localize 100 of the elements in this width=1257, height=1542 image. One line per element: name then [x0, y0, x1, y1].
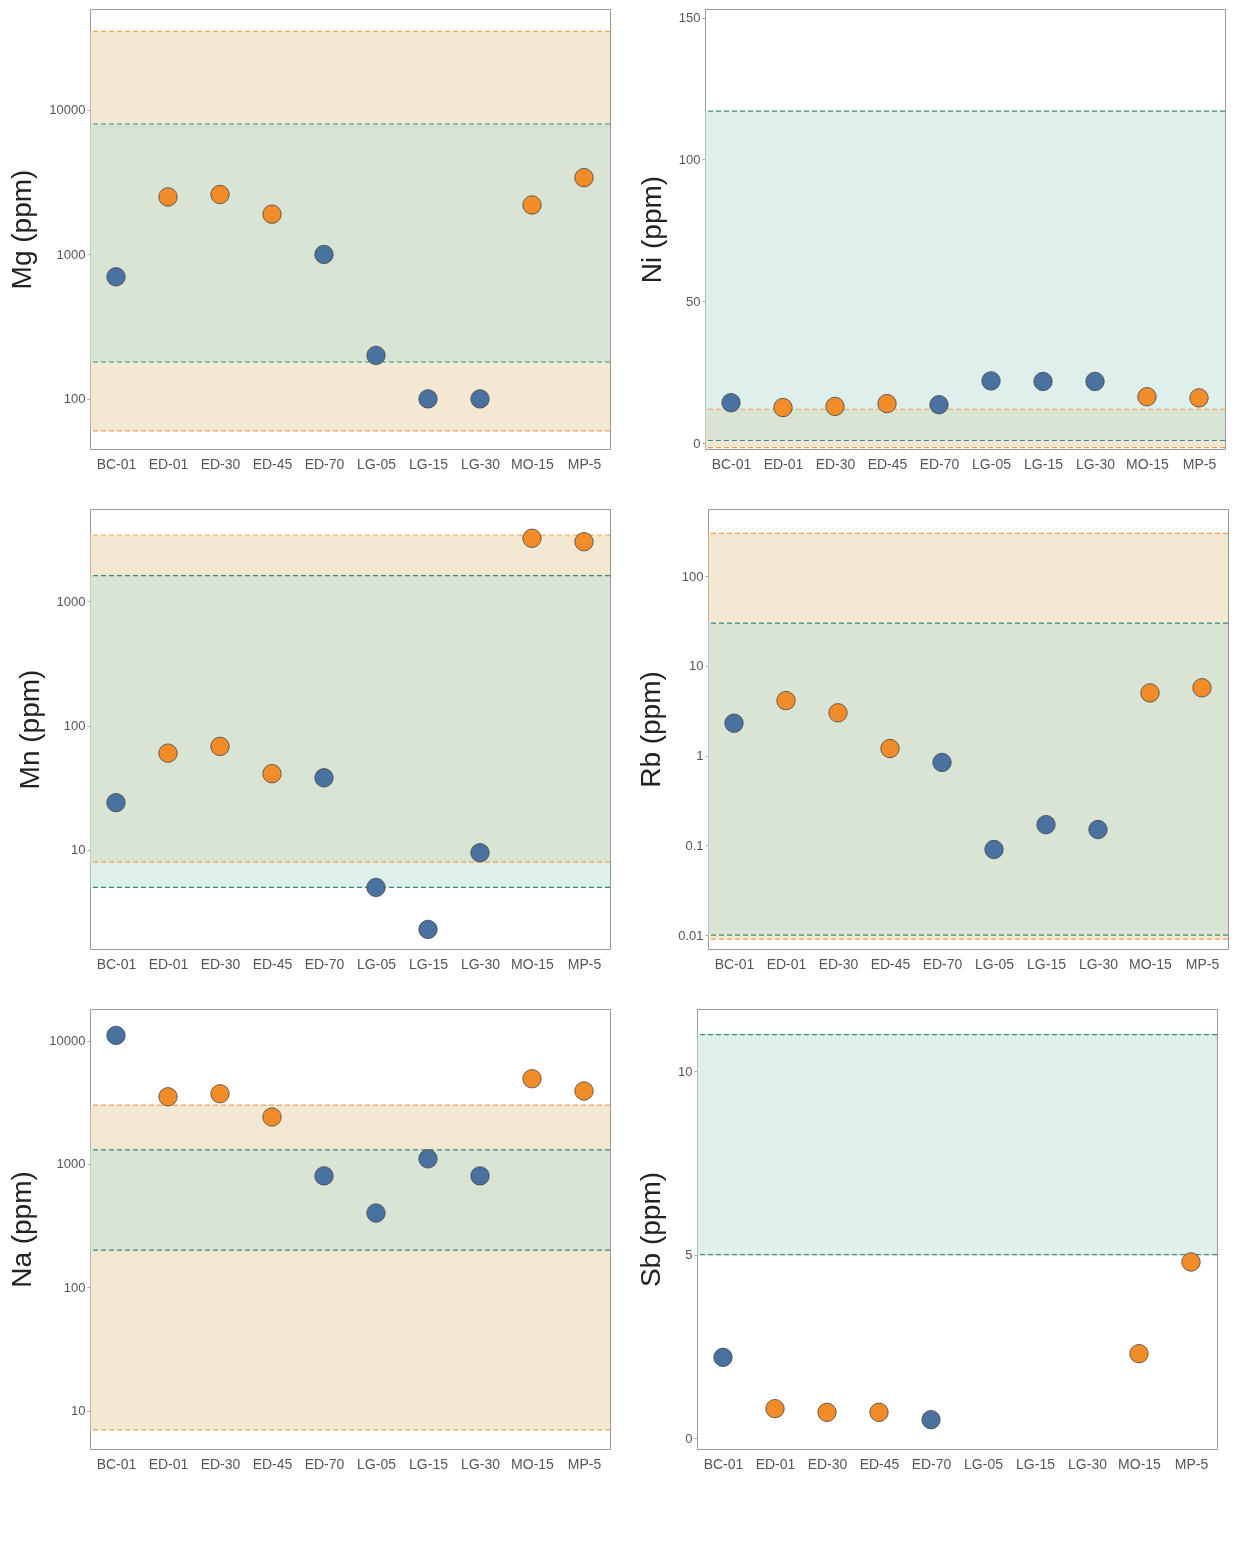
x-tick-label: MP-5 — [567, 1455, 602, 1472]
point — [574, 168, 594, 188]
x-tick-label: ED-45 — [867, 455, 908, 472]
point — [262, 204, 282, 224]
x-tick-label: MP-5 — [1185, 955, 1220, 972]
point — [921, 1410, 941, 1430]
y-axis-title: Na (ppm) — [6, 1171, 38, 1288]
x-tick-label: ED-70 — [919, 455, 960, 472]
x-tick-label: LG-15 — [1024, 455, 1064, 472]
point — [724, 713, 744, 733]
x-tick-label: ED-01 — [763, 455, 804, 472]
x-tick-label: ED-45 — [859, 1455, 900, 1472]
x-tick-label: MO-15 — [1126, 455, 1170, 472]
y-tick-label: 10 — [71, 842, 86, 858]
point — [1085, 371, 1105, 392]
x-tick-label: ED-70 — [304, 1455, 345, 1472]
point — [1189, 388, 1209, 408]
x-tick-label: ED-70 — [922, 955, 963, 972]
x-tick-label: ED-01 — [148, 955, 189, 972]
y-tick-label: 5 — [685, 1247, 693, 1263]
y-tick-label: 50 — [686, 293, 701, 309]
x-tick-label: ED-70 — [304, 455, 345, 472]
point — [522, 1069, 542, 1089]
x-tick-label: MO-15 — [1118, 1455, 1162, 1472]
y-tick-label: 100 — [63, 391, 86, 407]
x-tick-label: MP-5 — [567, 455, 602, 472]
point — [932, 752, 952, 773]
point — [574, 532, 594, 552]
point — [470, 1166, 490, 1186]
y-tick-label: 10 — [689, 658, 704, 674]
x-tick-label: LG-15 — [409, 455, 449, 472]
point — [314, 1166, 334, 1186]
point — [418, 1149, 438, 1169]
x-tick-label: LG-05 — [964, 1455, 1004, 1472]
y-axis-title: Ni (ppm) — [635, 175, 667, 284]
point — [1192, 678, 1212, 698]
x-tick-label: LG-05 — [357, 1455, 397, 1472]
x-tick-label: MP-5 — [1182, 455, 1217, 472]
x-tick-label: BC-01 — [711, 455, 752, 472]
point — [314, 768, 334, 788]
y-tick-label: 1000 — [56, 246, 86, 262]
point — [574, 1081, 594, 1101]
y-tick-label: 1000 — [56, 1156, 86, 1172]
x-tick-label: ED-45 — [252, 455, 293, 472]
x-tick-label: MP-5 — [1174, 1455, 1209, 1472]
x-tick-label: LG-15 — [409, 1455, 449, 1472]
point — [470, 389, 490, 409]
point — [158, 743, 178, 763]
x-tick-label: LG-30 — [1079, 955, 1119, 972]
x-tick-label: ED-45 — [252, 1455, 293, 1472]
point — [877, 393, 897, 414]
x-tick-label: LG-05 — [357, 455, 397, 472]
point — [522, 528, 542, 548]
point — [366, 1203, 386, 1223]
x-tick-label: MO-15 — [511, 955, 555, 972]
y-tick-label: 100 — [681, 568, 704, 584]
point — [828, 703, 848, 723]
point — [418, 389, 438, 409]
x-tick-label: BC-01 — [96, 955, 137, 972]
point — [1140, 683, 1160, 703]
point — [314, 244, 334, 265]
y-tick-label: 10 — [71, 1403, 86, 1419]
x-tick-label: LG-30 — [461, 455, 501, 472]
y-tick-label: 0 — [685, 1430, 693, 1446]
point — [158, 1087, 178, 1107]
x-tick-label: BC-01 — [96, 455, 137, 472]
point — [713, 1347, 733, 1367]
point — [210, 736, 230, 756]
x-tick-label: ED-70 — [304, 955, 345, 972]
x-tick-label: ED-01 — [148, 455, 189, 472]
x-tick-label: LG-30 — [1068, 1455, 1108, 1472]
point — [106, 267, 126, 287]
point — [366, 345, 386, 366]
y-axis-title: Mg (ppm) — [6, 169, 38, 290]
y-tick-label: 0.1 — [685, 837, 704, 853]
x-tick-label: LG-05 — [975, 955, 1015, 972]
point — [470, 843, 490, 863]
x-tick-label: ED-45 — [870, 955, 911, 972]
point — [1137, 387, 1157, 407]
point — [817, 1402, 837, 1422]
y-tick-label: 100 — [63, 718, 86, 734]
x-tick-label: LG-30 — [461, 1455, 501, 1472]
point — [981, 371, 1001, 391]
x-tick-label: MO-15 — [511, 455, 555, 472]
x-tick-label: ED-30 — [807, 1455, 848, 1472]
point — [1033, 371, 1053, 392]
x-tick-label: LG-05 — [972, 455, 1012, 472]
point — [1181, 1252, 1201, 1272]
y-axis-title: Mn (ppm) — [13, 669, 45, 790]
x-tick-label: ED-01 — [755, 1455, 796, 1472]
x-tick-label: BC-01 — [96, 1455, 137, 1472]
point — [262, 1107, 282, 1127]
x-tick-label: ED-30 — [200, 955, 241, 972]
x-tick-label: LG-15 — [409, 955, 449, 972]
x-tick-label: LG-05 — [357, 955, 397, 972]
point — [721, 393, 741, 413]
x-tick-label: BC-01 — [714, 955, 755, 972]
point — [1129, 1344, 1149, 1364]
point — [366, 877, 386, 898]
x-tick-label: ED-30 — [200, 455, 241, 472]
